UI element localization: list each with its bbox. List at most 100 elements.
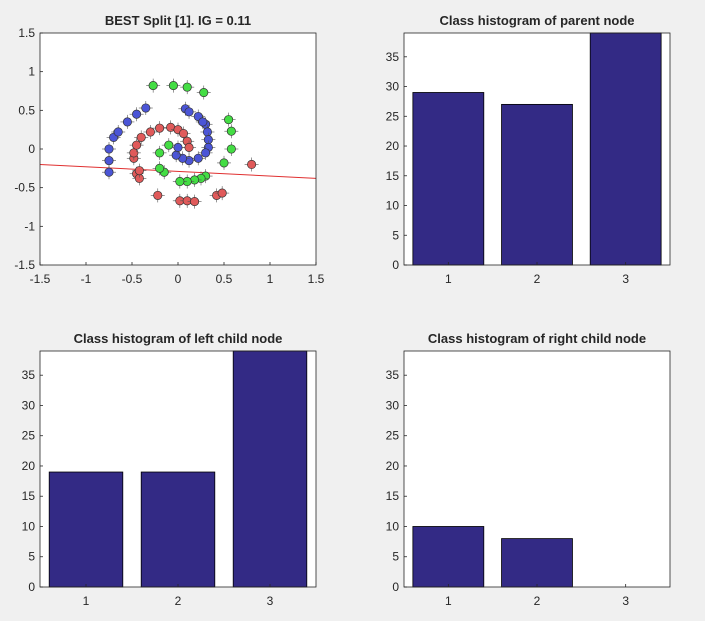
data-point bbox=[152, 145, 167, 160]
split-line bbox=[39, 163, 317, 179]
y-tick-label: 35 bbox=[386, 50, 400, 64]
data-point-marker bbox=[226, 144, 236, 154]
data-point bbox=[132, 163, 147, 178]
y-tick-label: 30 bbox=[386, 80, 400, 94]
data-point bbox=[198, 145, 213, 160]
y-tick-label: 30 bbox=[386, 398, 400, 412]
data-point-marker bbox=[136, 132, 146, 142]
x-tick-label: 2 bbox=[534, 594, 541, 608]
data-point bbox=[196, 85, 211, 100]
data-point bbox=[176, 126, 191, 141]
y-tick-label: 0.5 bbox=[18, 103, 35, 117]
y-tick-label: 5 bbox=[392, 550, 399, 564]
y-tick-label: 25 bbox=[386, 429, 400, 443]
bar bbox=[232, 350, 308, 588]
x-tick-label: 1 bbox=[445, 594, 452, 608]
x-tick-label: 1.5 bbox=[308, 272, 325, 286]
data-point-marker bbox=[148, 81, 158, 91]
y-tick-label: 35 bbox=[22, 368, 36, 382]
x-tick-label: 2 bbox=[175, 594, 182, 608]
data-point-marker bbox=[171, 150, 181, 160]
scatter-split-subplot: -1.5 -1 -0.5 0 0.5 1 1.5 -1.5 -1 -0.5 0 0.5 1 1.5 BEST… bbox=[14, 13, 324, 286]
y-tick-label: -0.5 bbox=[14, 181, 35, 195]
data-point-marker bbox=[202, 127, 212, 137]
data-point-marker bbox=[145, 127, 155, 137]
data-point-marker bbox=[155, 123, 165, 133]
data-point bbox=[102, 153, 116, 168]
y-tick-label: 5 bbox=[392, 228, 399, 242]
data-point-marker bbox=[224, 115, 234, 125]
data-point-marker bbox=[113, 127, 123, 137]
data-point bbox=[111, 124, 126, 139]
data-point-marker bbox=[153, 190, 163, 200]
data-point bbox=[134, 130, 149, 145]
data-point-marker bbox=[155, 163, 165, 173]
x-tick-label: 1 bbox=[445, 272, 452, 286]
bar bbox=[501, 103, 573, 266]
x-tick-label: 1 bbox=[267, 272, 274, 286]
data-point-marker bbox=[175, 176, 185, 187]
data-point-marker bbox=[217, 188, 227, 198]
bar bbox=[412, 92, 485, 266]
data-point bbox=[195, 114, 210, 129]
y-tick-label: 35 bbox=[386, 368, 400, 382]
data-point bbox=[138, 101, 153, 116]
y-tick-label: -1 bbox=[24, 219, 35, 233]
data-point-marker bbox=[182, 82, 192, 92]
y-tick-label: 10 bbox=[386, 199, 400, 213]
y-tick-label: 30 bbox=[22, 398, 36, 412]
x-tick-label: 0 bbox=[175, 272, 182, 286]
data-point bbox=[224, 124, 239, 139]
x-tick-label: -1.5 bbox=[30, 272, 51, 286]
data-point-marker bbox=[190, 197, 200, 207]
data-point-marker bbox=[190, 175, 200, 185]
data-point bbox=[129, 138, 144, 153]
data-point-marker bbox=[184, 107, 194, 117]
data-point-marker bbox=[219, 158, 229, 168]
bar bbox=[501, 538, 573, 588]
chart-title: Class histogram of left child node bbox=[74, 331, 283, 346]
chart-title: Class histogram of right child node bbox=[428, 331, 646, 346]
y-tick-label: 5 bbox=[28, 550, 35, 564]
data-point bbox=[172, 174, 187, 189]
data-point bbox=[180, 80, 195, 95]
y-tick-label: 15 bbox=[386, 489, 400, 503]
data-point-marker bbox=[134, 166, 144, 176]
data-point-marker bbox=[104, 167, 114, 177]
x-tick-label: 2 bbox=[534, 272, 541, 286]
data-point bbox=[182, 140, 197, 155]
data-point bbox=[161, 138, 176, 153]
y-tick-label: 15 bbox=[386, 169, 400, 183]
data-point bbox=[152, 121, 167, 136]
data-point-marker bbox=[164, 140, 174, 150]
y-tick-label: 1 bbox=[28, 65, 35, 79]
data-point-marker bbox=[132, 109, 142, 119]
data-point bbox=[217, 155, 231, 170]
x-tick-label: -0.5 bbox=[122, 272, 143, 286]
data-point-marker bbox=[104, 144, 114, 154]
data-point bbox=[172, 193, 187, 208]
data-point bbox=[215, 186, 230, 201]
data-point-marker bbox=[178, 128, 189, 139]
data-point-marker bbox=[184, 142, 194, 153]
y-tick-label: 20 bbox=[22, 459, 36, 473]
data-point-marker bbox=[173, 142, 183, 153]
data-point bbox=[182, 104, 197, 119]
data-point-marker bbox=[122, 117, 132, 127]
data-point bbox=[126, 145, 141, 160]
y-tick-label: 15 bbox=[22, 489, 36, 503]
data-point bbox=[120, 114, 135, 129]
bar bbox=[412, 526, 485, 588]
data-point bbox=[191, 151, 206, 166]
y-tick-label: 20 bbox=[386, 139, 400, 153]
chart-title: Class histogram of parent node bbox=[439, 13, 634, 28]
x-tick-label: 1 bbox=[83, 594, 90, 608]
data-point-marker bbox=[247, 159, 257, 170]
data-point-marker bbox=[104, 156, 114, 166]
data-point bbox=[221, 112, 236, 127]
data-point-marker bbox=[198, 117, 208, 127]
data-point bbox=[102, 165, 116, 180]
